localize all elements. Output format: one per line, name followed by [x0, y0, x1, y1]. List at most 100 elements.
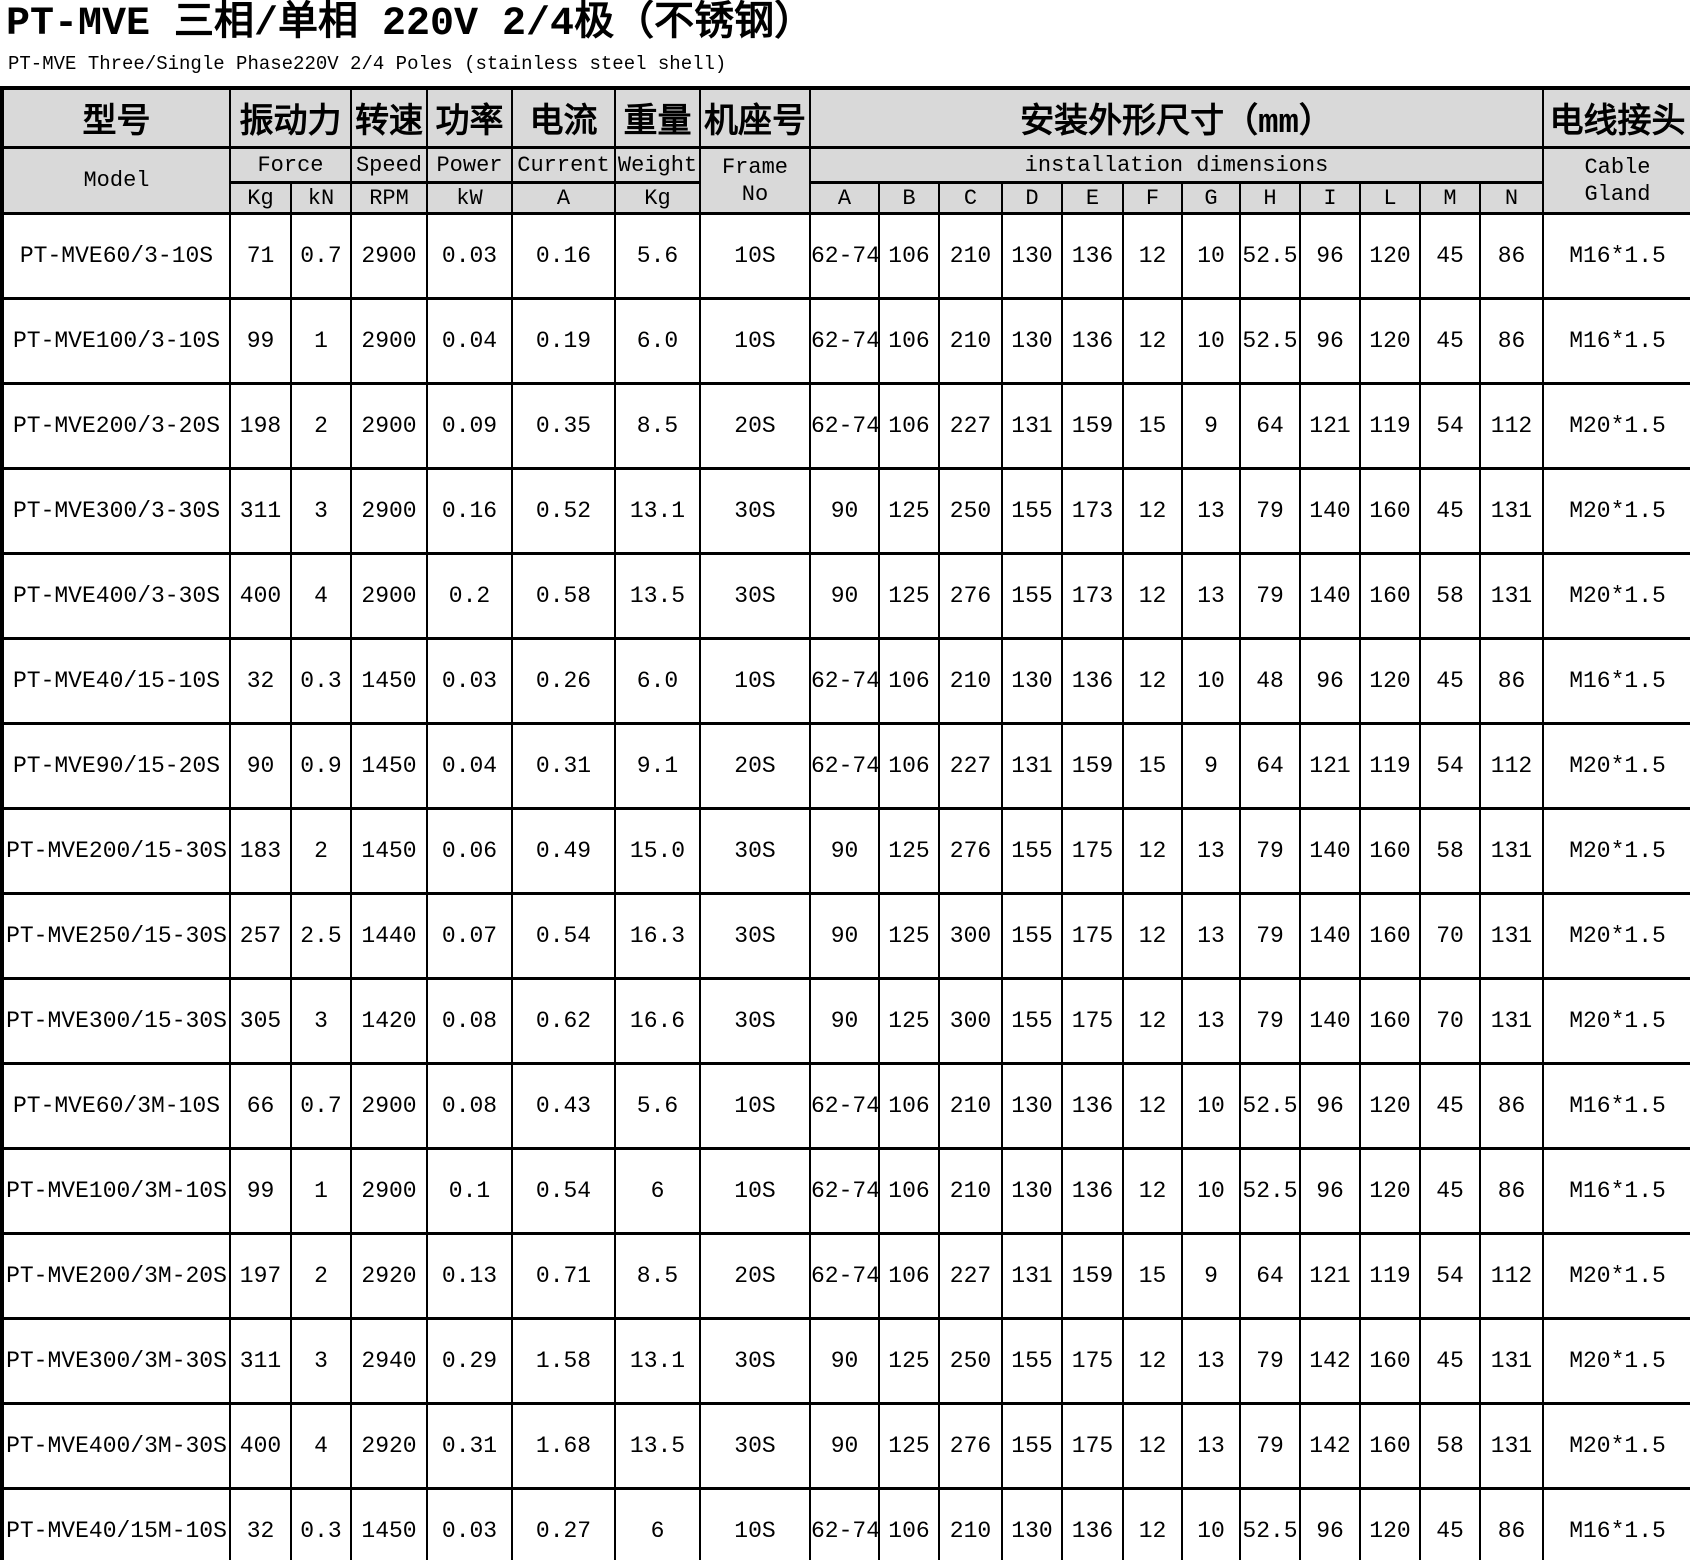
cell-dim-B: 125: [878, 552, 940, 640]
cell-dim-H: 79: [1239, 977, 1301, 1065]
cell-dim-F: 15: [1122, 1232, 1183, 1320]
cell-dim-I: 96: [1299, 1062, 1361, 1150]
cell-frame-no: 30S: [699, 977, 811, 1065]
cell-current-a: 0.58: [511, 552, 616, 640]
cell-dim-C: 276: [938, 807, 1003, 895]
cell-dim-D: 130: [1001, 637, 1063, 725]
cell-force-kg: 311: [229, 467, 292, 555]
cell-dim-I: 140: [1299, 467, 1361, 555]
cell-dim-D: 155: [1001, 977, 1063, 1065]
cell-power-kw: 0.09: [426, 382, 513, 470]
cell-dim-B: 106: [878, 1062, 940, 1150]
cell-power-kw: 0.2: [426, 552, 513, 640]
cell-weight-kg: 13.1: [614, 467, 701, 555]
cell-dim-F: 12: [1122, 552, 1183, 640]
header-speed-unit: RPM: [350, 181, 428, 215]
cell-dim-E: 175: [1061, 977, 1124, 1065]
cell-dim-M: 58: [1419, 807, 1481, 895]
cell-dim-M: 70: [1419, 977, 1481, 1065]
spec-table: 型号 振动力 转速 功率 电流 重量 机座号 安装外形尺寸（mm） 电线接头 M…: [0, 86, 1690, 1560]
cell-weight-kg: 8.5: [614, 382, 701, 470]
cell-dim-A: 90: [809, 977, 880, 1065]
cell-force-kn: 0.7: [290, 1062, 352, 1150]
cell-dim-A: 62-74: [809, 637, 880, 725]
cell-power-kw: 0.07: [426, 892, 513, 980]
cell-dim-L: 120: [1359, 1062, 1421, 1150]
table-row: PT-MVE400/3M-30S 400 4 2920 0.31 1.68 13.5 30S 9…: [1, 1402, 1690, 1490]
cell-model: PT-MVE40/15M-10S: [1, 1487, 231, 1560]
cell-dim-N: 86: [1479, 1062, 1544, 1150]
cell-current-a: 0.54: [511, 892, 616, 980]
cell-force-kn: 4: [290, 1402, 352, 1490]
cell-dim-I: 96: [1299, 1147, 1361, 1235]
cell-dim-H: 52.5: [1239, 212, 1301, 300]
cell-power-kw: 0.08: [426, 1062, 513, 1150]
cell-current-a: 0.19: [511, 297, 616, 385]
cell-dim-B: 106: [878, 1147, 940, 1235]
cell-dim-I: 121: [1299, 722, 1361, 810]
cell-dim-G: 13: [1181, 892, 1241, 980]
header-frame-en-line2: No: [741, 181, 769, 207]
cell-cable-gland: M16*1.5: [1542, 637, 1690, 725]
cell-dim-L: 160: [1359, 552, 1421, 640]
cell-dim-A: 90: [809, 1317, 880, 1405]
cell-dim-I: 96: [1299, 297, 1361, 385]
cell-force-kn: 3: [290, 1317, 352, 1405]
header-dim-letter-L: L: [1359, 181, 1421, 215]
header-current-cn: 电流: [511, 86, 616, 149]
cell-dim-N: 112: [1479, 1232, 1544, 1320]
cell-dim-B: 125: [878, 467, 940, 555]
cell-dim-F: 12: [1122, 892, 1183, 980]
cell-force-kg: 311: [229, 1317, 292, 1405]
cell-power-kw: 0.08: [426, 977, 513, 1065]
cell-dim-E: 136: [1061, 637, 1124, 725]
cell-dim-G: 13: [1181, 977, 1241, 1065]
header-dim-letter-I: I: [1299, 181, 1361, 215]
cell-weight-kg: 13.5: [614, 1402, 701, 1490]
cell-dim-I: 96: [1299, 212, 1361, 300]
cell-dim-N: 86: [1479, 1147, 1544, 1235]
header-force-kn-unit: kN: [290, 181, 352, 215]
cell-dim-L: 120: [1359, 1147, 1421, 1235]
cell-dim-B: 106: [878, 382, 940, 470]
cell-dim-E: 173: [1061, 467, 1124, 555]
cell-speed-rpm: 2900: [350, 297, 428, 385]
header-cable-en-line1: Cable: [1584, 154, 1651, 180]
table-row: PT-MVE60/3M-10S 66 0.7 2900 0.08 0.43 5.6 10S 62…: [1, 1062, 1690, 1150]
cell-model: PT-MVE200/15-30S: [1, 807, 231, 895]
cell-weight-kg: 5.6: [614, 212, 701, 300]
cell-frame-no: 10S: [699, 1062, 811, 1150]
table-header: 型号 振动力 转速 功率 电流 重量 机座号 安装外形尺寸（mm） 电线接头 M…: [1, 86, 1690, 215]
cell-cable-gland: M20*1.5: [1542, 552, 1690, 640]
header-force-cn: 振动力: [229, 86, 352, 149]
cell-force-kg: 66: [229, 1062, 292, 1150]
cell-dim-E: 136: [1061, 1147, 1124, 1235]
cell-model: PT-MVE60/3-10S: [1, 212, 231, 300]
cell-dim-G: 9: [1181, 722, 1241, 810]
cell-dim-H: 79: [1239, 807, 1301, 895]
cell-dim-G: 10: [1181, 212, 1241, 300]
cell-dim-A: 62-74: [809, 297, 880, 385]
cell-dim-F: 12: [1122, 212, 1183, 300]
cell-dim-G: 10: [1181, 637, 1241, 725]
cell-current-a: 0.49: [511, 807, 616, 895]
header-force-en: Force: [229, 146, 352, 184]
cell-dim-I: 140: [1299, 892, 1361, 980]
cell-current-a: 0.71: [511, 1232, 616, 1320]
cell-dim-H: 79: [1239, 1402, 1301, 1490]
cell-cable-gland: M20*1.5: [1542, 807, 1690, 895]
cell-dim-I: 121: [1299, 1232, 1361, 1320]
cell-frame-no: 20S: [699, 722, 811, 810]
table-row: PT-MVE300/3-30S 311 3 2900 0.16 0.52 13.1 30S 90…: [1, 467, 1690, 555]
cell-dim-C: 300: [938, 892, 1003, 980]
cell-dim-D: 130: [1001, 1147, 1063, 1235]
cell-model: PT-MVE90/15-20S: [1, 722, 231, 810]
cell-dim-M: 45: [1419, 1487, 1481, 1560]
cell-dim-I: 96: [1299, 1487, 1361, 1560]
table-row: PT-MVE90/15-20S 90 0.9 1450 0.04 0.31 9.1 20S 62…: [1, 722, 1690, 810]
cell-dim-E: 173: [1061, 552, 1124, 640]
cell-dim-H: 79: [1239, 552, 1301, 640]
cell-dim-G: 10: [1181, 1147, 1241, 1235]
header-dim-letter-N: N: [1479, 181, 1544, 215]
cell-current-a: 0.16: [511, 212, 616, 300]
